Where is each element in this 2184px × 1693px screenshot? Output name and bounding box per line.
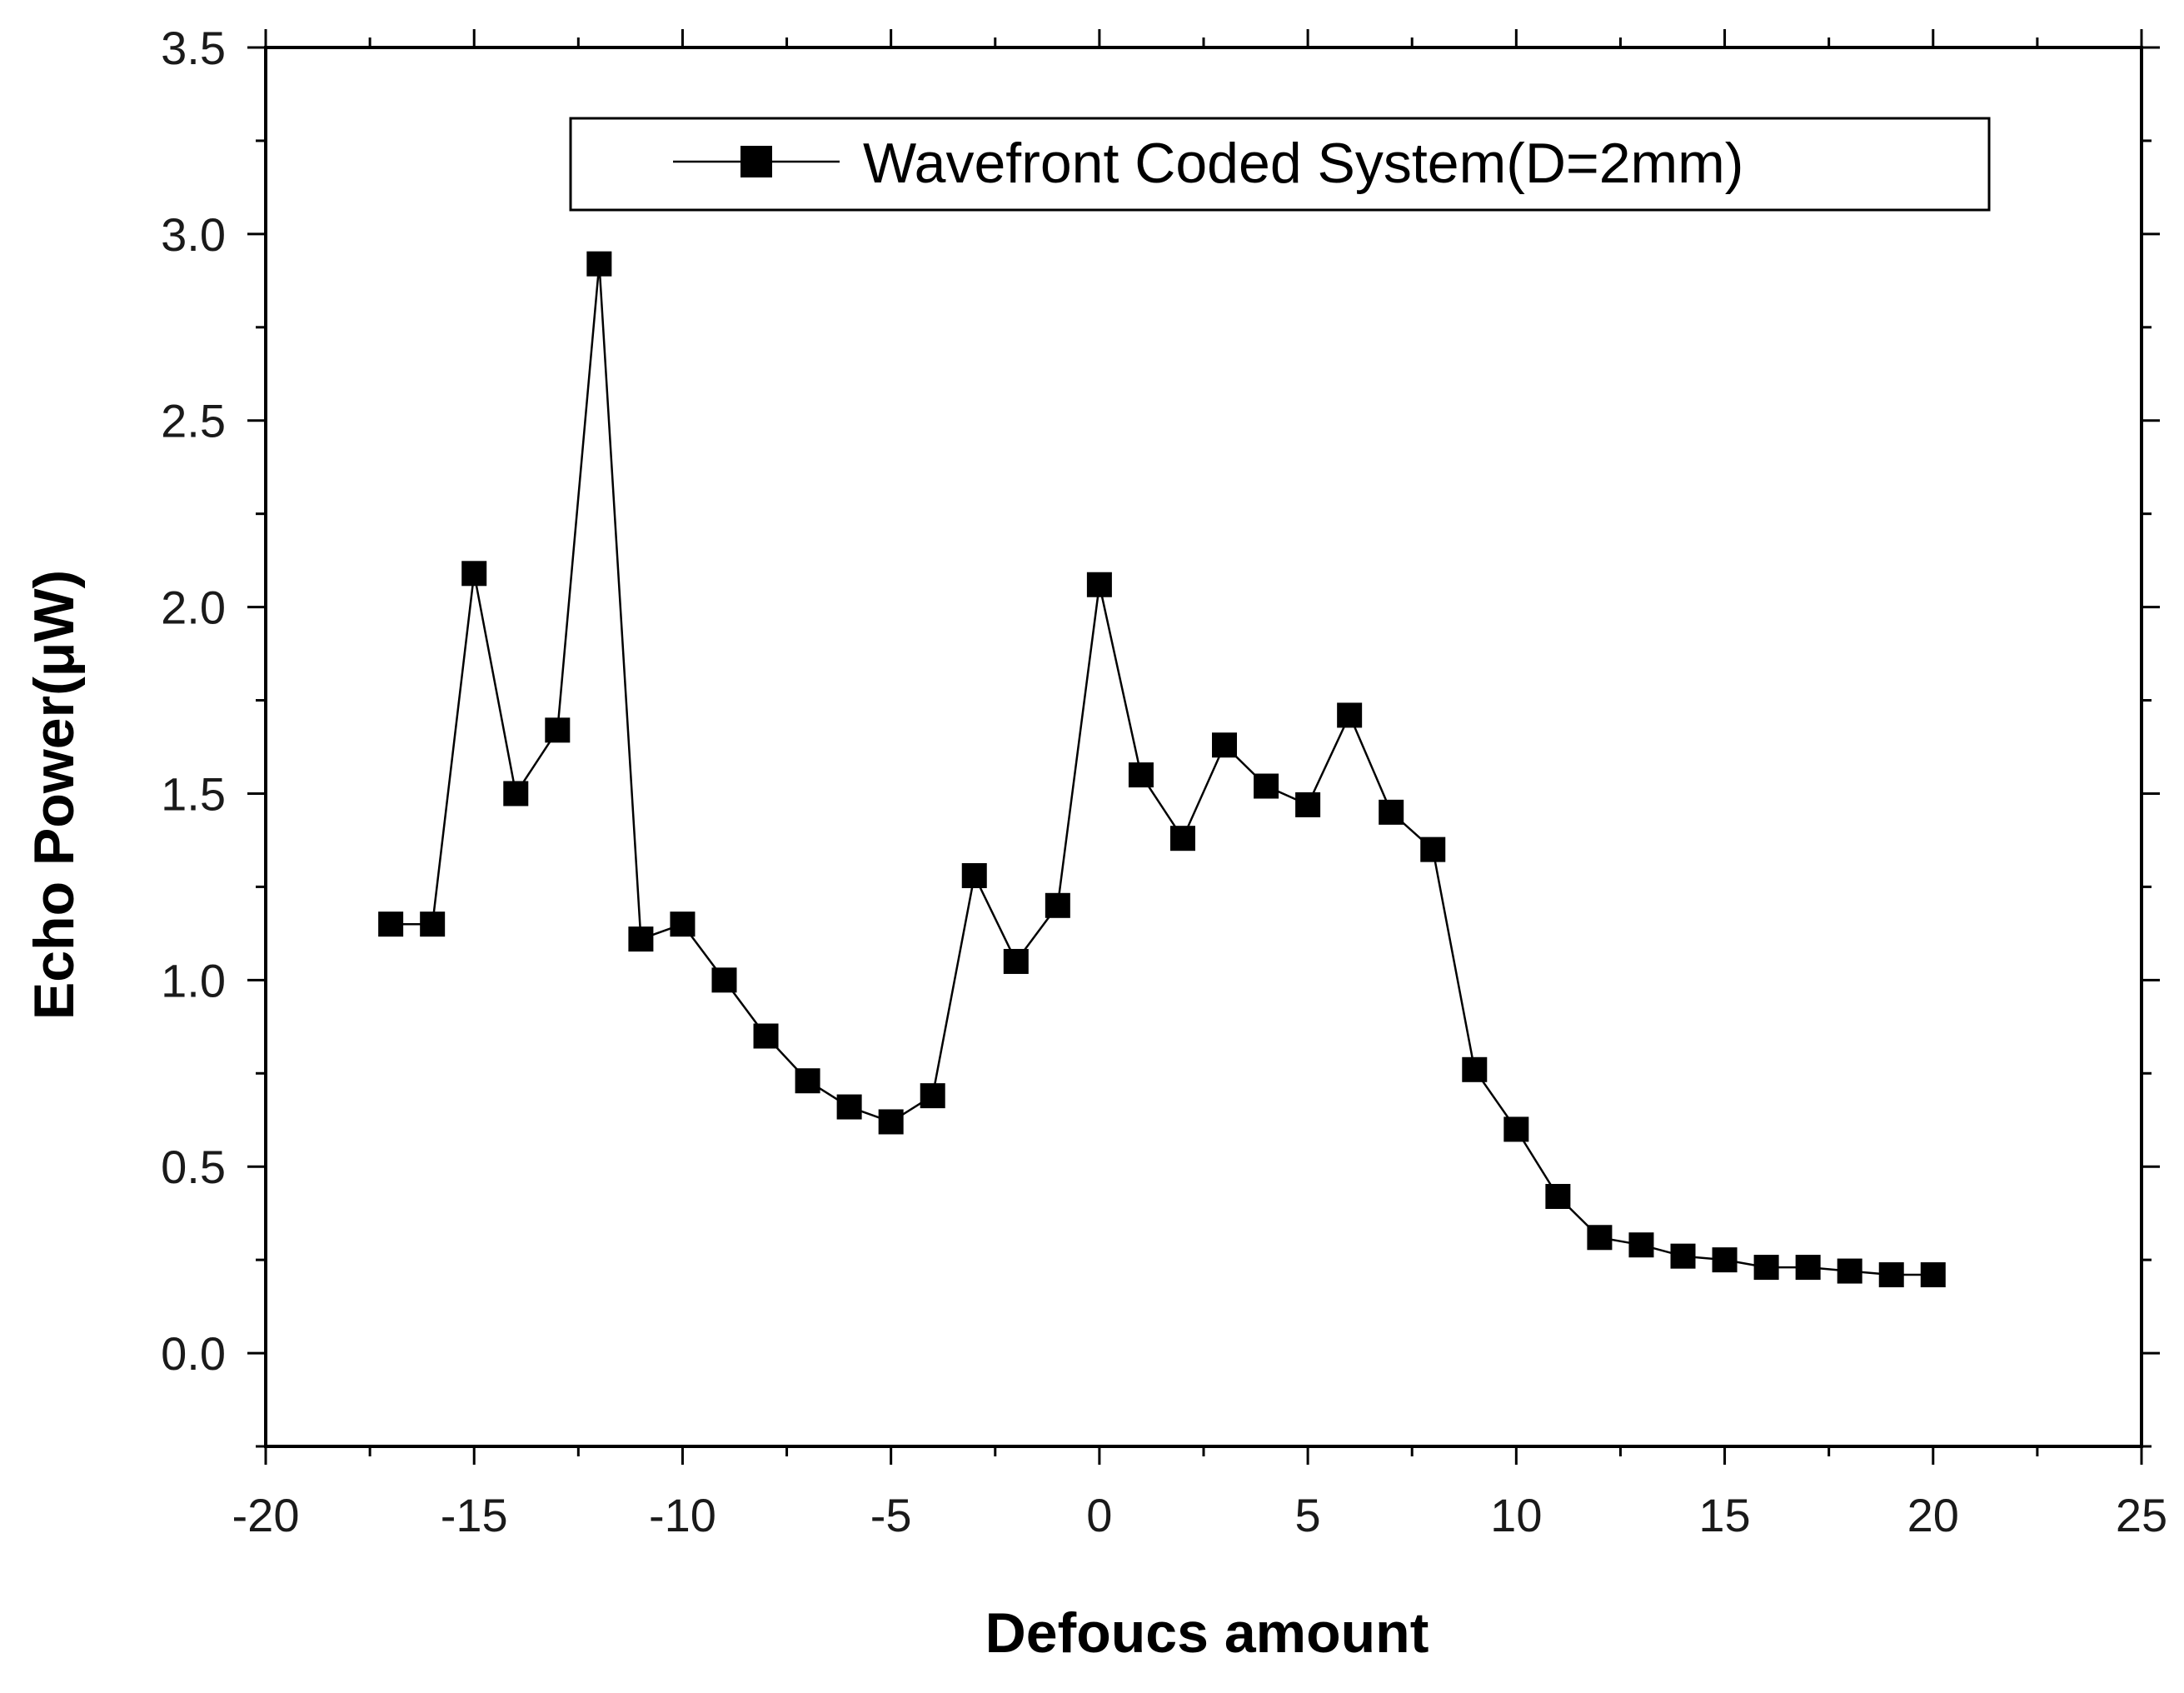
legend-marker-square [740,146,772,177]
data-point-marker [1295,792,1321,817]
data-point-marker [961,862,987,888]
y-tick-label: 2.5 [161,395,226,447]
y-tick-label: 1.0 [161,954,226,1006]
data-point-marker [1128,762,1154,788]
x-tick-label: -5 [870,1489,912,1541]
data-point-marker [1003,948,1029,974]
y-axis-title: Echo Power(μW) [22,570,86,1020]
data-point-marker [1212,732,1238,758]
y-tick-label: 3.0 [161,208,226,261]
data-point-marker [1503,1116,1529,1142]
data-point-marker [461,561,487,587]
data-point-marker [1379,799,1404,825]
data-point-marker [1837,1258,1862,1284]
y-tick-label: 2.0 [161,582,226,634]
x-tick-label: -20 [232,1489,300,1541]
data-point-marker [378,911,404,937]
data-point-marker [670,911,696,937]
data-point-marker [503,781,529,807]
x-tick-label: 10 [1490,1489,1542,1541]
data-point-marker [753,1023,779,1049]
y-tick-label: 3.5 [161,22,226,74]
data-point-marker [1920,1262,1946,1288]
data-point-marker [1086,572,1112,597]
data-point-marker [545,717,571,743]
data-point-marker [711,967,737,993]
data-point-marker [795,1068,820,1094]
data-point-marker [920,1083,945,1109]
data-point-marker [586,251,612,277]
data-point-marker [1545,1184,1571,1210]
x-tick-label: 25 [2116,1489,2167,1541]
x-tick-label: 15 [1698,1489,1750,1541]
data-point-marker [628,926,654,952]
data-point-marker [878,1109,904,1135]
data-point-marker [1045,892,1070,918]
series-line [391,263,1933,1276]
data-point-marker [1587,1225,1613,1251]
y-tick-label: 1.5 [161,767,226,820]
legend: Wavefront Coded System(D=2mm) [569,117,1991,212]
y-tick-label: 0.0 [161,1327,226,1380]
data-point-marker [1753,1255,1779,1281]
data-point-marker [1462,1056,1488,1082]
data-point-marker [1670,1243,1696,1269]
data-point-marker [1712,1247,1738,1273]
x-tick-label: 5 [1295,1489,1321,1541]
y-tick-label: 0.5 [161,1141,226,1193]
data-series [378,251,1946,1288]
data-point-marker [420,911,446,937]
x-tick-label: -15 [441,1489,508,1541]
ticks: -20 -15 -10 -5 0 5 10 15 20 25 0.0 0.5 1.0 1.5 2.0 2.5 3… [161,22,2167,1541]
data-point-marker [1795,1255,1821,1281]
x-tick-label: 20 [1907,1489,1959,1541]
data-point-marker [1337,702,1363,728]
legend-entry-label: Wavefront Coded System(D=2mm) [863,132,1743,195]
legend-box [569,117,1991,212]
data-point-marker [1169,826,1195,851]
x-axis-title: Defoucs amount [985,1601,1429,1665]
data-point-marker [1254,773,1279,799]
data-point-marker [1878,1262,1904,1288]
x-tick-label: 0 [1086,1489,1112,1541]
data-point-marker [1628,1232,1654,1258]
data-point-marker [1420,837,1446,862]
x-tick-label: -10 [649,1489,716,1541]
data-point-marker [836,1094,862,1120]
